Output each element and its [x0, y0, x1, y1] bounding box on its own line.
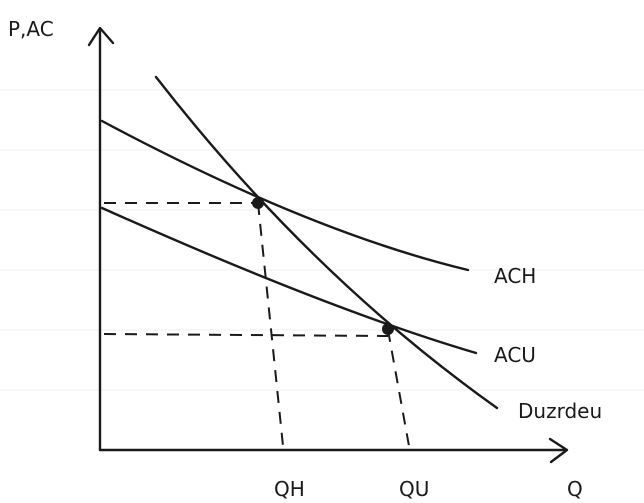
equilibrium-point-u — [382, 323, 394, 335]
demand-curve — [154, 75, 499, 410]
guide-price-u — [103, 333, 389, 337]
y-axis-label: P,AC — [8, 17, 54, 41]
ac-h-label: ACH — [494, 264, 536, 288]
ac-u-label: ACU — [494, 343, 536, 367]
qh-label: QH — [274, 477, 305, 501]
guide-lines — [103, 202, 410, 447]
ruled-lines — [0, 89, 644, 391]
ac-u-curve — [100, 206, 478, 355]
x-axis-arrow — [548, 437, 569, 464]
x-axis-label: Q — [567, 477, 583, 501]
y-axis-arrow — [87, 26, 115, 47]
ac-h-curve — [100, 119, 470, 272]
equilibrium-point-h — [252, 197, 264, 209]
qu-label: QU — [399, 477, 429, 501]
axes — [87, 26, 569, 464]
guide-qh — [257, 202, 284, 447]
guide-qu — [387, 329, 410, 447]
demand-label: Duzrdeu — [518, 399, 602, 423]
